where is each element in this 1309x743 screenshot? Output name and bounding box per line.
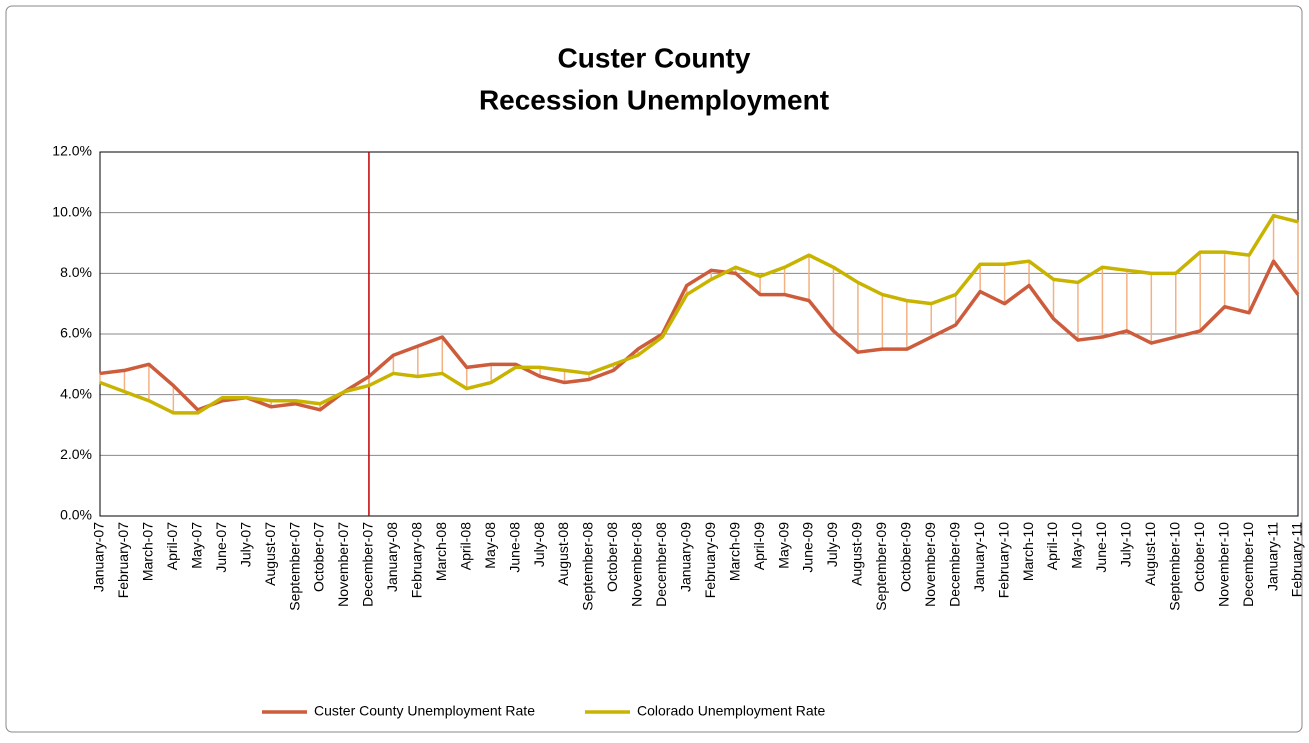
y-tick-label: 12.0% [52, 143, 92, 159]
y-tick-label: 2.0% [60, 446, 92, 462]
x-tick-label: June-07 [213, 522, 229, 573]
x-tick-label: July-10 [1118, 522, 1134, 567]
x-tick-label: February-07 [115, 522, 131, 598]
y-tick-label: 8.0% [60, 264, 92, 280]
x-tick-label: January-08 [384, 522, 400, 592]
x-tick-label: March-09 [726, 522, 742, 581]
y-tick-label: 10.0% [52, 203, 92, 219]
x-tick-label: November-09 [922, 522, 938, 607]
x-tick-label: September-08 [580, 522, 596, 611]
x-tick-label: November-08 [629, 522, 645, 607]
x-tick-label: August-09 [849, 522, 865, 586]
y-tick-label: 4.0% [60, 385, 92, 401]
x-tick-label: October-09 [898, 522, 914, 592]
x-tick-label: January-09 [677, 522, 693, 592]
x-tick-label: November-07 [335, 522, 351, 607]
x-tick-label: October-08 [604, 522, 620, 592]
x-tick-label: February-11 [1289, 522, 1305, 597]
x-tick-label: December-07 [360, 522, 376, 607]
x-tick-label: June-10 [1093, 522, 1109, 573]
series-line [99, 259, 1300, 412]
x-tick-label: December-09 [946, 522, 962, 607]
y-tick-label: 0.0% [60, 507, 92, 523]
x-tick-label: February-10 [995, 522, 1011, 598]
x-tick-label: January-07 [91, 522, 107, 592]
x-tick-label: July-09 [824, 522, 840, 567]
legend-label: Colorado Unemployment Rate [637, 703, 826, 719]
x-tick-label: April-07 [164, 522, 180, 570]
chart-title: Recession Unemployment [479, 84, 829, 115]
x-tick-label: July-07 [237, 522, 253, 567]
y-tick-label: 6.0% [60, 325, 92, 341]
x-tick-label: May-09 [775, 522, 791, 569]
x-tick-label: October-07 [311, 522, 327, 592]
chart-frame [5, 5, 1303, 733]
x-tick-label: August-08 [555, 522, 571, 586]
plot-border [99, 151, 1299, 517]
x-tick-label: April-08 [457, 522, 473, 570]
x-tick-label: May-07 [188, 522, 204, 569]
x-tick-label: April-09 [751, 522, 767, 570]
x-tick-label: December-10 [1240, 522, 1256, 607]
x-tick-label: November-10 [1215, 522, 1231, 607]
x-tick-label: June-09 [800, 522, 816, 573]
x-tick-label: March-08 [433, 522, 449, 581]
x-tick-label: January-10 [971, 522, 987, 592]
x-tick-label: October-10 [1191, 522, 1207, 592]
x-tick-label: February-09 [702, 522, 718, 598]
x-tick-label: August-10 [1142, 522, 1158, 586]
x-tick-label: September-10 [1166, 522, 1182, 611]
legend-label: Custer County Unemployment Rate [314, 703, 535, 719]
x-tick-label: July-08 [531, 522, 547, 567]
chart-title: Custer County [558, 42, 751, 73]
x-tick-label: April-10 [1044, 522, 1060, 570]
x-tick-label: March-10 [1020, 522, 1036, 581]
x-tick-label: February-08 [409, 522, 425, 598]
x-tick-label: May-08 [482, 522, 498, 569]
x-tick-label: September-07 [286, 522, 302, 611]
x-tick-label: August-07 [262, 522, 278, 586]
x-tick-label: March-07 [140, 522, 156, 581]
x-tick-label: June-08 [506, 522, 522, 573]
x-tick-label: September-09 [873, 522, 889, 611]
x-tick-label: January-11 [1264, 522, 1280, 591]
x-tick-label: May-10 [1069, 522, 1085, 569]
x-tick-label: December-08 [653, 522, 669, 607]
series-line [99, 213, 1299, 415]
